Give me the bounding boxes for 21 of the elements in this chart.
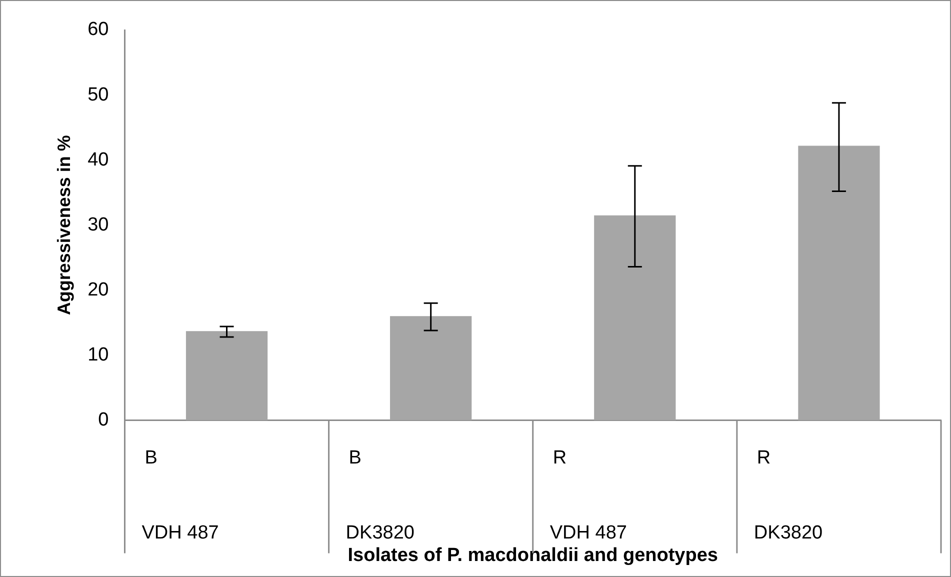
x-tick-label: VDH 487 xyxy=(142,522,219,544)
text: R xyxy=(756,447,771,468)
x-axis-title: Isolates of P. macdonaldii and genotypes xyxy=(348,544,718,566)
y-tick-label: 50 xyxy=(88,84,109,106)
y-tick-label: 30 xyxy=(88,214,109,236)
y-tick-label: 10 xyxy=(88,344,109,366)
bar xyxy=(186,331,268,420)
x-tick-label: DK3820 xyxy=(346,522,414,544)
y-axis-title: Aggressiveness in % xyxy=(54,135,74,316)
bar xyxy=(594,215,676,420)
y-tick-label: 0 xyxy=(98,409,109,430)
text: B xyxy=(348,447,362,468)
text: B xyxy=(144,447,158,468)
y-tick-label: 60 xyxy=(88,19,109,40)
y-tick-label: 40 xyxy=(88,149,109,170)
y-tick-label: 20 xyxy=(88,279,109,300)
x-tick-label: VDH 487 xyxy=(550,522,627,544)
x-tick-label: DK3820 xyxy=(754,522,823,544)
bar xyxy=(390,316,472,420)
bar xyxy=(798,146,880,420)
text: R xyxy=(552,447,567,468)
